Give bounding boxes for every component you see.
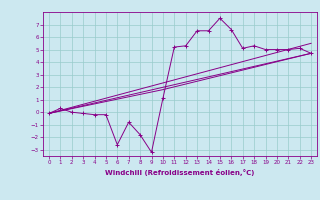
X-axis label: Windchill (Refroidissement éolien,°C): Windchill (Refroidissement éolien,°C) <box>105 169 255 176</box>
